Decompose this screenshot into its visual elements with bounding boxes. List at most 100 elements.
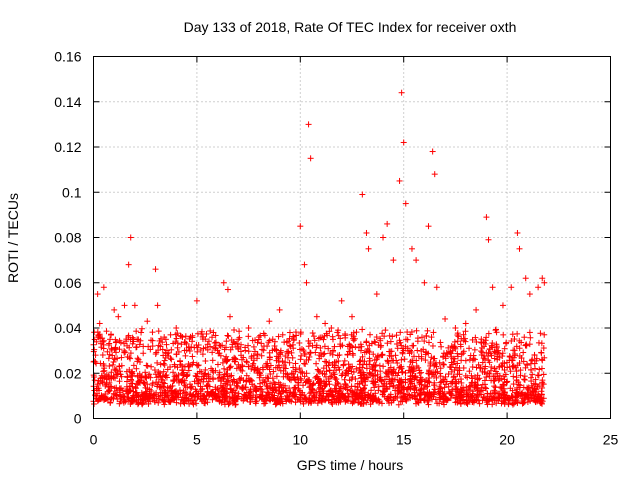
data-point bbox=[245, 348, 252, 355]
data-point bbox=[167, 363, 174, 370]
data-point bbox=[267, 362, 274, 369]
data-point bbox=[168, 346, 175, 353]
data-point bbox=[276, 306, 283, 313]
data-point bbox=[416, 391, 423, 398]
data-point bbox=[462, 372, 469, 379]
data-point bbox=[467, 352, 474, 359]
data-point bbox=[443, 349, 450, 356]
data-point bbox=[402, 369, 409, 376]
data-point bbox=[462, 320, 469, 327]
data-point bbox=[129, 380, 136, 387]
data-point bbox=[200, 345, 207, 352]
data-point bbox=[413, 327, 420, 334]
y-tick-label: 0.04 bbox=[54, 320, 81, 336]
data-point bbox=[541, 331, 548, 338]
data-point bbox=[389, 333, 396, 340]
data-point bbox=[370, 351, 377, 358]
data-point bbox=[152, 351, 159, 358]
data-point bbox=[529, 371, 536, 378]
data-point bbox=[280, 362, 287, 369]
data-point bbox=[236, 328, 243, 335]
data-point bbox=[331, 364, 338, 371]
y-axis-label: ROTI / TECUs bbox=[5, 193, 21, 283]
data-point bbox=[476, 400, 483, 407]
data-point bbox=[138, 329, 145, 336]
data-point bbox=[454, 338, 461, 345]
data-point bbox=[247, 388, 254, 395]
data-point bbox=[205, 378, 212, 385]
data-point bbox=[520, 358, 527, 365]
data-point bbox=[159, 373, 166, 380]
data-point bbox=[113, 392, 120, 399]
data-point bbox=[131, 302, 138, 309]
data-point bbox=[113, 384, 120, 391]
data-point bbox=[384, 357, 391, 364]
data-point bbox=[216, 387, 223, 394]
data-point bbox=[409, 357, 416, 364]
data-point bbox=[108, 331, 115, 338]
data-point bbox=[413, 257, 420, 264]
data-point bbox=[363, 361, 370, 368]
data-point bbox=[342, 331, 349, 338]
data-point bbox=[514, 386, 521, 393]
data-point bbox=[322, 358, 329, 365]
data-point bbox=[429, 148, 436, 155]
data-point bbox=[360, 385, 367, 392]
data-point bbox=[245, 333, 252, 340]
data-point bbox=[202, 395, 209, 402]
data-point bbox=[163, 341, 170, 348]
data-point bbox=[270, 387, 277, 394]
data-point bbox=[284, 392, 291, 399]
data-point bbox=[269, 336, 276, 343]
data-point bbox=[363, 229, 370, 236]
data-point bbox=[487, 367, 494, 374]
data-point bbox=[112, 336, 119, 343]
data-point bbox=[285, 350, 292, 357]
data-point bbox=[359, 364, 366, 371]
data-point bbox=[297, 356, 304, 363]
data-point bbox=[500, 331, 507, 338]
data-point bbox=[488, 352, 495, 359]
data-point bbox=[440, 361, 447, 368]
data-point bbox=[470, 388, 477, 395]
data-point bbox=[367, 401, 374, 408]
data-point bbox=[373, 356, 380, 363]
data-point bbox=[493, 400, 500, 407]
data-point bbox=[243, 378, 250, 385]
data-point bbox=[462, 328, 469, 335]
data-point bbox=[207, 327, 214, 334]
data-point bbox=[287, 389, 294, 396]
data-point bbox=[149, 380, 156, 387]
data-point bbox=[300, 398, 307, 405]
data-point bbox=[521, 373, 528, 380]
data-point bbox=[191, 378, 198, 385]
data-point bbox=[315, 335, 322, 342]
data-point bbox=[103, 328, 110, 335]
data-point bbox=[228, 372, 235, 379]
data-point bbox=[419, 334, 426, 341]
data-point bbox=[257, 372, 264, 379]
x-axis-label: GPS time / hours bbox=[297, 457, 404, 473]
data-point bbox=[514, 330, 521, 337]
y-tick-label: 0 bbox=[74, 411, 82, 427]
data-point bbox=[424, 398, 431, 405]
data-point bbox=[281, 339, 288, 346]
data-point bbox=[121, 349, 128, 356]
data-point bbox=[273, 373, 280, 380]
data-point bbox=[455, 333, 462, 340]
data-point bbox=[224, 286, 231, 293]
data-point bbox=[353, 329, 360, 336]
data-point bbox=[301, 261, 308, 268]
data-point bbox=[325, 397, 332, 404]
data-point bbox=[487, 390, 494, 397]
data-point bbox=[291, 390, 298, 397]
data-point bbox=[399, 350, 406, 357]
data-point bbox=[252, 398, 259, 405]
data-point bbox=[132, 390, 139, 397]
data-point bbox=[535, 284, 542, 291]
data-point bbox=[398, 342, 405, 349]
data-point bbox=[438, 343, 445, 350]
data-point bbox=[224, 332, 231, 339]
data-point bbox=[234, 343, 241, 350]
data-point bbox=[426, 375, 433, 382]
